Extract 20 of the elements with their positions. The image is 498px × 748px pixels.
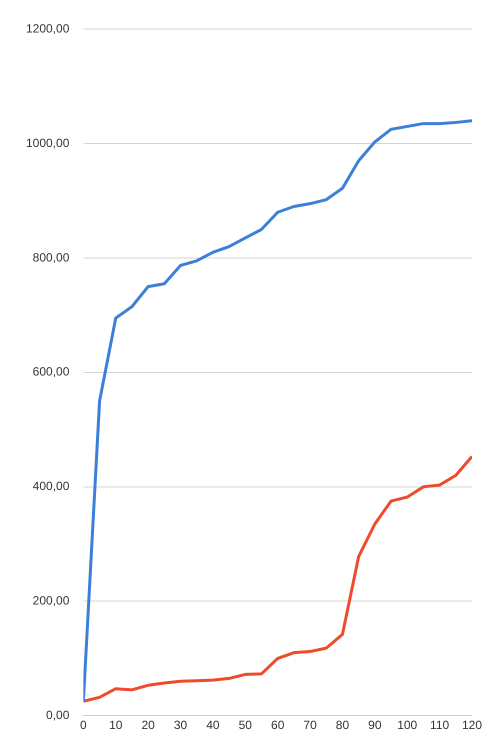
y-tick-label: 1000,00 [26,136,70,150]
x-tick-label: 120 [462,718,482,732]
y-tick-label: 0,00 [46,708,70,722]
y-tick-label: 800,00 [32,250,70,264]
x-tick-label: 100 [397,718,418,732]
y-tick-label: 400,00 [32,479,70,494]
x-tick-label: 80 [336,718,350,732]
x-tick-label: 110 [430,718,450,732]
x-tick-label: 90 [368,718,382,732]
x-tick-label: 70 [303,718,318,732]
x-tick-label: 40 [206,718,220,732]
x-tick-label: 30 [174,718,188,732]
x-tick-label: 20 [141,718,156,732]
x-tick-label: 60 [271,718,285,732]
x-tick-label: 0 [80,718,88,732]
x-tick-label: 50 [238,718,252,732]
y-tick-label: 1200,00 [26,22,70,36]
x-tick-label: 10 [109,718,123,732]
y-tick-label: 600,00 [32,364,70,379]
y-tick-label: 200,00 [32,594,70,608]
